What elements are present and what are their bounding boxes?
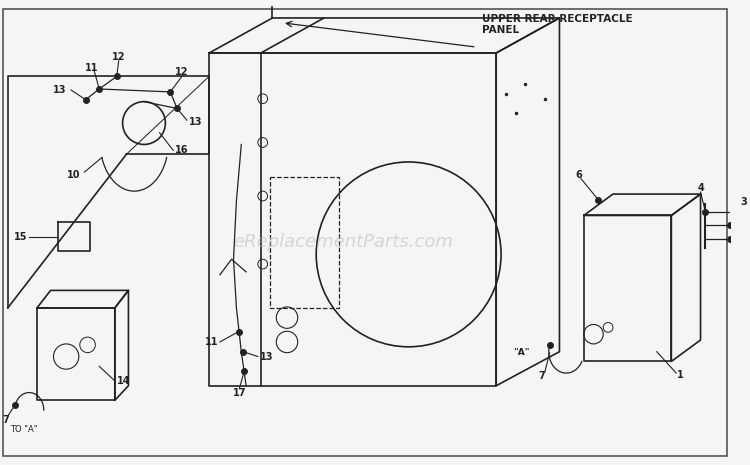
Text: 6: 6	[575, 170, 582, 179]
Text: TO "A": TO "A"	[10, 425, 38, 434]
Text: 3: 3	[740, 197, 747, 207]
Text: UPPER REAR RECEPTACLE
PANEL: UPPER REAR RECEPTACLE PANEL	[482, 14, 632, 35]
Text: 16: 16	[176, 145, 189, 155]
Text: eReplacementParts.com: eReplacementParts.com	[233, 232, 453, 251]
Text: "A": "A"	[513, 348, 529, 358]
Text: 13: 13	[189, 117, 202, 127]
Text: 7: 7	[538, 371, 545, 381]
Text: 5: 5	[749, 242, 750, 252]
Text: 4: 4	[698, 183, 704, 193]
Text: 13: 13	[260, 352, 273, 362]
Text: 7: 7	[2, 415, 9, 425]
Text: 17: 17	[232, 387, 246, 398]
Text: 15: 15	[13, 232, 27, 242]
Text: 12: 12	[176, 67, 189, 78]
Text: 10: 10	[67, 170, 80, 180]
Text: 11: 11	[205, 337, 218, 347]
Text: 11: 11	[85, 63, 98, 73]
Text: 1: 1	[677, 370, 684, 380]
Text: 14: 14	[117, 376, 130, 386]
Text: 13: 13	[53, 85, 66, 95]
Text: 12: 12	[112, 52, 125, 62]
